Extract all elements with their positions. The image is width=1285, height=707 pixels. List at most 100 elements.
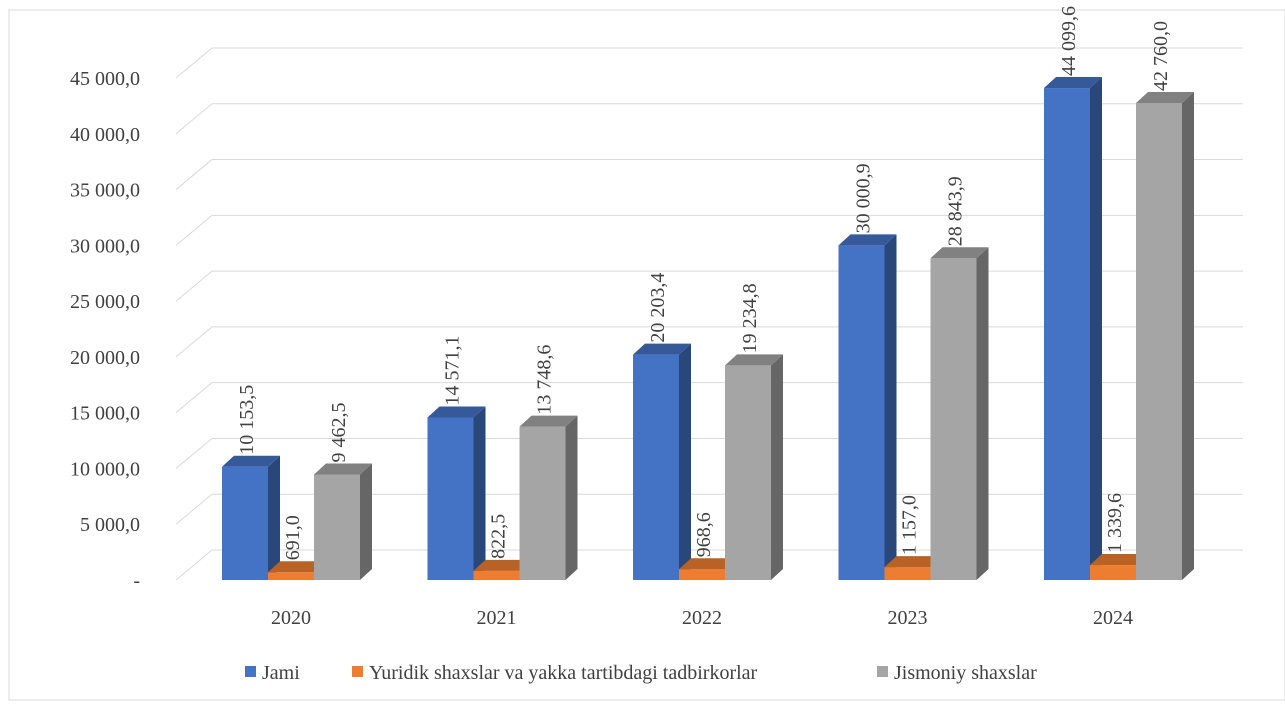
bar-front [268, 572, 314, 580]
data-label: 19 234,8 [739, 283, 761, 353]
bar-front [838, 245, 885, 580]
bar-front [1044, 88, 1090, 580]
gridline [175, 47, 1243, 79]
bar-top [268, 561, 326, 573]
y-tick-label: 35 000,0 [70, 180, 140, 202]
x-category-label: 2024 [1093, 607, 1133, 629]
bar-side [1182, 91, 1194, 581]
legend-label: Jismoniy shaxslar [894, 662, 1037, 684]
bar-side [268, 455, 280, 580]
bar-front [725, 365, 771, 580]
bar-front [1090, 565, 1136, 580]
data-label: 42 760,0 [1150, 21, 1172, 91]
bar-top [519, 415, 578, 427]
y-axis-ticks: - 5 000,0 10 000,0 15 000,0 20 000,0 25 000,0… [70, 68, 140, 592]
legend-label: Jami [262, 662, 300, 684]
bar-side [473, 406, 486, 580]
bar-top [838, 234, 897, 246]
y-tick-label: 10 000,0 [70, 458, 140, 480]
bar-1-0: 14 571,1 [427, 335, 486, 580]
legend: Jami Yuridik shaxslar va yakka tartibdagi… [245, 662, 1037, 684]
bar-side [1090, 77, 1102, 580]
bar-front [679, 569, 725, 580]
bar-2-0: 20 203,4 [633, 273, 691, 580]
legend-swatch [245, 666, 256, 677]
bar-side [771, 354, 783, 580]
bar-top [1090, 554, 1148, 566]
bar-0-2: 9 462,5 [314, 402, 372, 580]
bar-top [633, 343, 691, 355]
bar-1-2: 13 748,6 [519, 345, 578, 580]
gridline [175, 437, 1243, 469]
y-tick-label: - [133, 570, 140, 592]
bar-top [427, 406, 486, 418]
gridline [175, 382, 1243, 414]
bar-side [884, 234, 897, 580]
y-tick-label: 30 000,0 [70, 235, 140, 257]
bar-front [633, 354, 679, 580]
x-axis-categories: 2020 2021 2022 2023 2024 [271, 607, 1133, 629]
bar-side [976, 247, 989, 580]
gridline [175, 103, 1243, 135]
bar-3-1: 1 157,0 [884, 495, 943, 580]
data-label: 1 339,6 [1104, 493, 1126, 553]
y-tick-label: 40 000,0 [70, 124, 140, 146]
y-tick-label: 20 000,0 [70, 347, 140, 369]
data-label: 9 462,5 [328, 402, 350, 462]
y-tick-label: 45 000,0 [70, 68, 140, 90]
gridlines [175, 47, 1243, 581]
gridline [175, 326, 1243, 358]
bar-4-0: 44 099,6 [1044, 6, 1102, 580]
gridline [175, 549, 1243, 581]
data-label: 1 157,0 [899, 495, 921, 555]
gridline [175, 214, 1243, 246]
bar-4-2: 42 760,0 [1136, 21, 1194, 581]
data-label: 13 748,6 [534, 345, 556, 415]
bar-front [314, 474, 360, 580]
x-category-label: 2023 [888, 607, 928, 629]
bar-front [519, 426, 566, 580]
gridline [175, 159, 1243, 190]
y-tick-label: 25 000,0 [70, 291, 140, 313]
bar-front [473, 570, 520, 580]
data-label: 30 000,9 [853, 163, 875, 233]
legend-label: Yuridik shaxslar va yakka tartibdagi tad… [369, 662, 758, 684]
data-label: 14 571,1 [442, 335, 464, 405]
data-label: 691,0 [282, 515, 304, 560]
bar-top [314, 463, 372, 475]
data-label: 20 203,4 [647, 273, 669, 343]
legend-swatch [352, 666, 363, 677]
bar-side [679, 343, 691, 580]
bar-side [360, 463, 372, 580]
bar-top [1136, 91, 1194, 103]
bar-front [884, 567, 931, 580]
bar-top [473, 559, 532, 571]
x-category-label: 2022 [682, 607, 722, 629]
bar-2-2: 19 234,8 [725, 283, 783, 580]
data-label: 10 153,5 [236, 385, 258, 455]
y-tick-label: 15 000,0 [70, 403, 140, 425]
bar-3-2: 28 843,9 [930, 176, 989, 580]
data-label: 44 099,6 [1058, 6, 1080, 76]
bar-front [930, 258, 977, 580]
data-label: 822,5 [488, 514, 510, 559]
x-category-label: 2021 [477, 607, 517, 629]
bars: 10 153,5 691,0 9 462,5 14 571,1 822,5 13 748,… [222, 6, 1194, 581]
x-category-label: 2020 [271, 607, 311, 629]
bar-top [1044, 77, 1102, 89]
bar-top [222, 455, 280, 467]
gridline [175, 270, 1243, 302]
bar-top [725, 354, 783, 366]
bar-0-0: 10 153,5 [222, 385, 280, 580]
data-label: 28 843,9 [945, 176, 967, 246]
bar-top [679, 558, 737, 570]
bar-front [222, 466, 268, 580]
bar-top [930, 247, 989, 259]
data-label: 968,6 [693, 512, 715, 557]
y-tick-label: 5 000,0 [80, 514, 140, 536]
bar-side [565, 415, 578, 580]
bar-front [1136, 102, 1182, 581]
bar-top [884, 556, 943, 568]
legend-swatch [877, 666, 888, 677]
